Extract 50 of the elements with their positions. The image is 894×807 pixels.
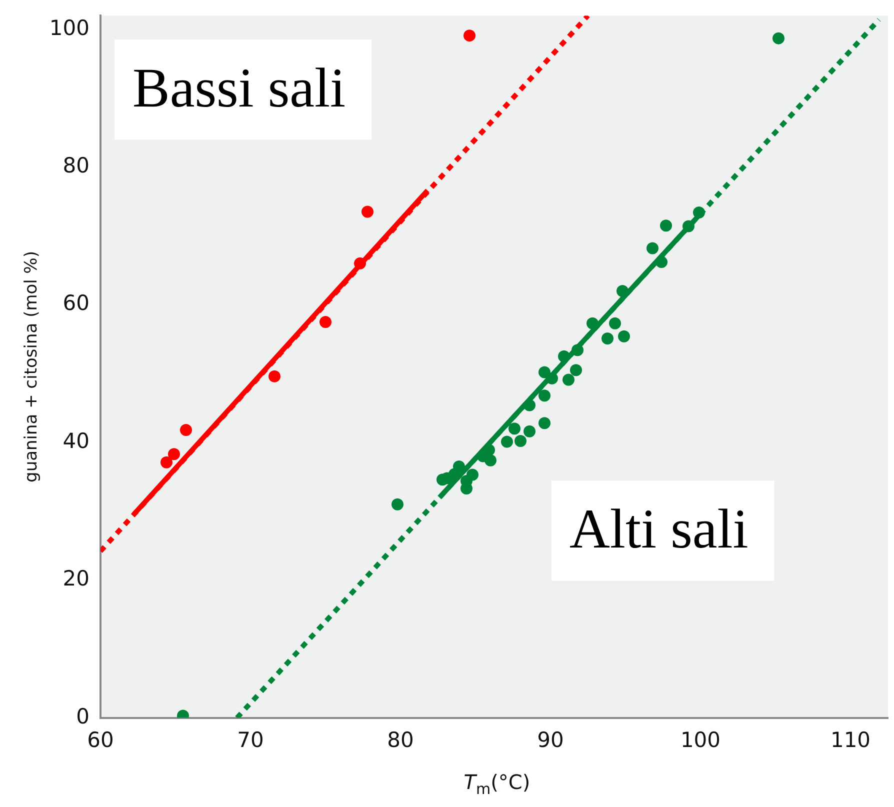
y-tick-label: 20 (62, 566, 90, 591)
point (448, 468, 460, 480)
x-axis-title: T$_{m}$(°C) (462, 770, 532, 798)
point (160, 456, 172, 468)
point (616, 284, 628, 297)
point (463, 30, 476, 42)
point (180, 424, 192, 436)
point (570, 364, 582, 376)
point (618, 330, 630, 342)
point (682, 220, 694, 232)
point (655, 256, 668, 268)
x-tick-label: 110 (830, 728, 871, 752)
point (586, 317, 598, 330)
y-tick-label: 60 (62, 291, 90, 316)
x-tick-label: 80 (387, 728, 414, 752)
point (571, 344, 584, 356)
y-tick-label: 0 (76, 704, 90, 728)
point (692, 206, 705, 218)
point (319, 316, 332, 328)
annotation: Alti sali (569, 498, 748, 561)
point (508, 422, 520, 435)
point (523, 399, 536, 412)
point (772, 32, 784, 44)
point (538, 417, 550, 430)
point (361, 206, 374, 218)
point (538, 366, 550, 378)
point (168, 448, 180, 460)
point (608, 317, 621, 330)
annotation: Bassi sali (132, 57, 346, 120)
y-axis-title: guanina + citosina (mol %) (22, 250, 42, 482)
point (354, 257, 366, 270)
point (562, 374, 574, 386)
y-tick-label: 40 (62, 428, 90, 453)
point (601, 332, 614, 344)
x-tick-label: 70 (237, 728, 264, 752)
x-tick-label: 100 (680, 728, 721, 752)
point (514, 435, 526, 448)
point (646, 242, 658, 254)
point (268, 370, 280, 382)
point (500, 436, 513, 448)
y-tick-label: 100 (49, 16, 90, 40)
x-tick-label: 90 (537, 728, 564, 752)
point (484, 454, 496, 466)
point (558, 350, 570, 362)
point (523, 425, 536, 438)
point (538, 390, 550, 402)
point (660, 220, 672, 232)
x-tick-label: 60 (87, 728, 114, 752)
point (391, 498, 404, 510)
y-tick-label: 80 (62, 154, 90, 178)
